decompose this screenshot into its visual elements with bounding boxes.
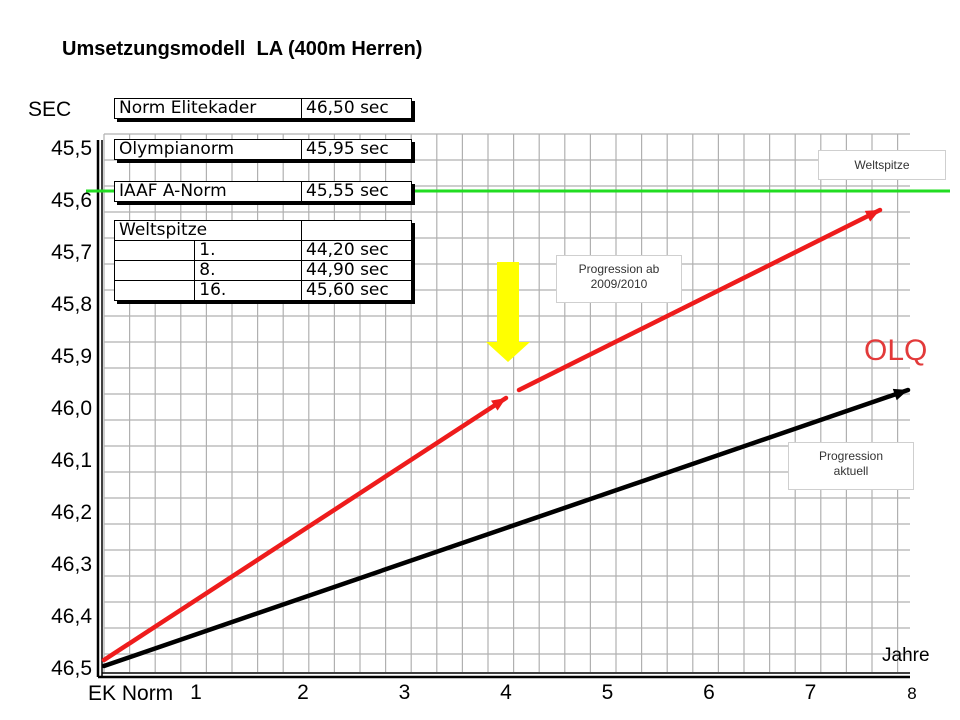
red-series-line-1 <box>101 395 509 663</box>
x-tick-label: 3 <box>399 681 411 704</box>
weltspitze-rank: 8. <box>194 260 302 281</box>
x-axis-label: Jahre <box>882 645 930 666</box>
weltspitze-rank: 1. <box>194 240 302 261</box>
x-origin-label: EK Norm <box>88 682 173 705</box>
x-tick-label: 7 <box>805 681 817 704</box>
y-tick-label: 45,8 <box>51 293 92 316</box>
weltspitze-value: 44,90 sec <box>301 260 412 281</box>
table-cell-empty <box>113 280 196 301</box>
iaaf-a-norm-table: IAAF A-Norm 45,55 sec <box>114 181 412 202</box>
yellow-arrow-head <box>486 342 530 362</box>
x-tick-label: 4 <box>500 681 512 704</box>
y-tick-label: 46,5 <box>51 657 92 680</box>
y-tick-label: 45,9 <box>51 345 92 368</box>
progression-aktuell-line2: aktuell <box>833 464 869 478</box>
red-series-line-1-arrowhead <box>490 398 506 411</box>
weltspitze-rank: 16. <box>194 280 302 301</box>
norm-value: 45,55 sec <box>301 181 412 202</box>
norm-value: 45,95 sec <box>301 139 412 160</box>
weltspitze-annotation: Weltspitze <box>818 150 946 180</box>
y-tick-label: 46,0 <box>51 397 92 420</box>
norm-label: IAAF A-Norm <box>114 181 302 202</box>
yellow-arrow-shaft <box>497 262 519 342</box>
weltspitze-value: 45,60 sec <box>301 280 412 301</box>
black-series-line-arrowhead <box>892 388 908 401</box>
y-tick-label: 46,2 <box>51 501 92 524</box>
progression-ab-line1: Progression ab <box>578 262 660 276</box>
table-cell-empty <box>113 260 196 281</box>
table-cell-empty <box>113 240 196 261</box>
plot-area <box>104 134 910 672</box>
x-tick-label: 5 <box>602 681 614 704</box>
weltspitze-header: Weltspitze <box>114 220 302 241</box>
page-title: Umsetzungsmodell LA (400m Herren) <box>62 38 423 60</box>
progression-ab-line2: 2009/2010 <box>590 277 648 291</box>
y-tick-label: 45,7 <box>51 241 92 264</box>
weltspitze-value: 44,20 sec <box>301 240 412 261</box>
weltspitze-annotation-text: Weltspitze <box>854 158 910 172</box>
olq-label: OLQ <box>864 334 928 367</box>
y-tick-label: 45,6 <box>51 189 92 212</box>
y-tick-label: 46,4 <box>51 605 92 628</box>
norm-elitekader-table: Norm Elitekader 46,50 sec <box>114 98 412 119</box>
weltspitze-table: Weltspitze 1. 44,20 sec 8. 44,90 sec 16.… <box>113 220 412 301</box>
y-tick-label: 46,3 <box>51 553 92 576</box>
progression-ab-annotation: Progression ab 2009/2010 <box>556 255 682 303</box>
progression-aktuell-annotation: Progression aktuell <box>788 442 914 490</box>
black-series-line <box>101 387 911 669</box>
red-series-line-2 <box>516 207 883 393</box>
norm-value: 46,50 sec <box>301 98 412 119</box>
weltspitze-header-empty <box>301 220 412 241</box>
y-tick-label: 45,5 <box>51 137 92 160</box>
y-axis-label: SEC <box>28 98 71 121</box>
x-tick-label: 6 <box>703 681 715 704</box>
norm-label: Olympianorm <box>114 139 302 160</box>
y-tick-label: 46,1 <box>51 449 92 472</box>
x-tick-label: 8 <box>907 684 916 703</box>
red-series-line-2-arrowhead <box>864 210 880 222</box>
norm-label: Norm Elitekader <box>114 98 302 119</box>
progression-aktuell-line1: Progression <box>818 449 884 463</box>
x-tick-label: 2 <box>297 681 309 704</box>
x-tick-label: 1 <box>190 681 202 704</box>
olympianorm-table: Olympianorm 45,95 sec <box>114 139 412 160</box>
